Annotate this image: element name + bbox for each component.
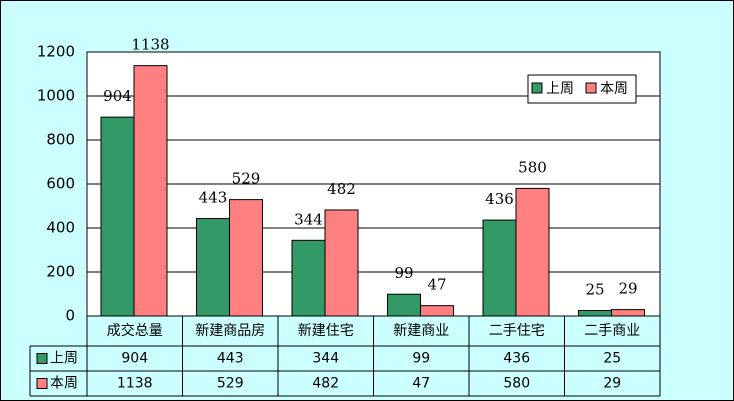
bar — [229, 199, 263, 317]
y-tick-label: 200 — [46, 263, 75, 281]
data-label: 47 — [427, 276, 446, 294]
legend-key — [585, 82, 597, 94]
table-cell: 443 — [217, 351, 244, 367]
data-label: 25 — [585, 281, 604, 299]
bar — [482, 219, 517, 317]
y-tick-label: 400 — [46, 219, 75, 237]
data-label: 904 — [103, 87, 132, 105]
x-tick-label: 新建商品房 — [195, 323, 265, 339]
y-tick-label: 1000 — [37, 87, 75, 105]
data-label: 1138 — [131, 36, 169, 54]
legend-label: 本周 — [600, 81, 628, 97]
bar — [420, 305, 454, 317]
bar — [387, 293, 421, 317]
table-cell: 529 — [217, 376, 244, 392]
bar — [611, 309, 645, 317]
bar — [291, 239, 326, 317]
table-legend-key — [36, 378, 48, 389]
legend-key — [531, 82, 543, 94]
bar — [515, 187, 550, 317]
bar — [196, 218, 230, 317]
data-label: 344 — [294, 210, 323, 228]
bar — [133, 65, 168, 317]
table-row-label: 上周 — [50, 351, 78, 367]
y-tick-label: 600 — [46, 175, 75, 193]
table-legend-key — [36, 353, 48, 364]
table-cell: 580 — [503, 376, 530, 392]
data-label: 436 — [485, 190, 514, 208]
x-tick-label: 二手商业 — [584, 323, 640, 339]
table-row-label: 本周 — [50, 376, 78, 392]
table-cell: 436 — [503, 351, 530, 367]
y-tick-label: 800 — [46, 131, 75, 149]
table-cell: 344 — [312, 351, 339, 367]
bar — [578, 310, 612, 317]
bar — [324, 209, 359, 317]
table-cell: 99 — [412, 351, 430, 367]
legend-box — [527, 74, 637, 104]
table-cell: 47 — [412, 376, 430, 392]
data-label: 443 — [199, 189, 228, 207]
y-tick-label: 1200 — [37, 43, 75, 61]
x-tick-label: 新建住宅 — [298, 323, 354, 339]
data-label: 482 — [327, 180, 356, 198]
data-label: 29 — [618, 280, 637, 298]
table-cell: 25 — [603, 351, 621, 367]
bar — [100, 116, 135, 317]
y-tick-label: 0 — [65, 307, 75, 325]
x-tick-label: 新建商业 — [393, 323, 449, 339]
x-tick-label: 二手住宅 — [489, 323, 545, 339]
table-cell: 1138 — [117, 376, 153, 392]
data-label: 580 — [518, 158, 547, 176]
legend-label: 上周 — [546, 81, 574, 97]
table-cell: 29 — [603, 376, 621, 392]
x-tick-label: 成交总量 — [107, 322, 163, 339]
table-cell: 904 — [121, 351, 148, 367]
table-cell: 482 — [312, 376, 339, 392]
data-label: 99 — [394, 264, 413, 282]
data-label: 529 — [232, 170, 261, 188]
